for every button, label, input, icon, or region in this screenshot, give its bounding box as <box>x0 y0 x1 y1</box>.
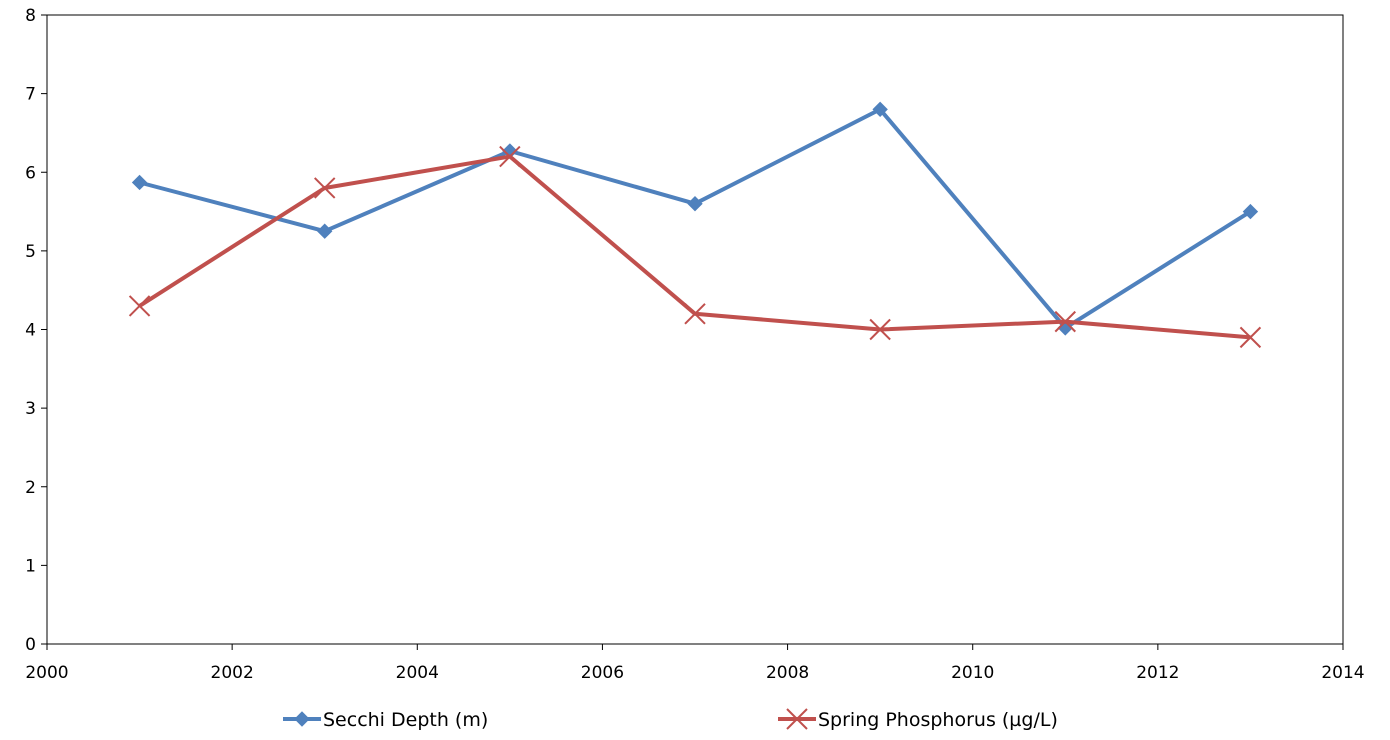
y-tick-label: 2 <box>25 478 36 498</box>
y-tick-label: 7 <box>25 85 36 105</box>
y-tick-label: 8 <box>25 6 36 26</box>
x-tick-label: 2000 <box>25 663 68 683</box>
x-tick-label: 2012 <box>1136 663 1179 683</box>
series-line <box>138 154 1251 340</box>
data-point <box>131 174 148 191</box>
y-tick-label: 5 <box>25 242 36 262</box>
y-tick-label: 1 <box>25 556 36 576</box>
data-point <box>869 318 891 341</box>
x-tick-label: 2014 <box>1321 663 1364 683</box>
data-point <box>1054 310 1076 333</box>
data-point <box>1242 203 1259 220</box>
y-tick-label: 3 <box>25 399 36 419</box>
data-point <box>314 177 336 199</box>
x-tick-label: 2008 <box>766 663 809 683</box>
legend-label: Secchi Depth (m) <box>323 709 488 731</box>
data-point <box>317 223 333 239</box>
legend-item-1: Secchi Depth (m) <box>283 709 488 731</box>
legend-marker <box>786 708 808 730</box>
x-tick-label: 2002 <box>211 663 254 683</box>
series-1 <box>131 101 1259 336</box>
data-point <box>684 303 706 325</box>
data-point <box>499 145 521 168</box>
series-2 <box>128 145 1262 349</box>
x-tick-label: 2004 <box>396 663 439 683</box>
legend-label: Spring Phosphorus (µg/L) <box>818 709 1058 731</box>
data-point <box>687 195 703 212</box>
data-point <box>128 295 151 317</box>
series-line <box>139 107 1252 330</box>
x-tick-label: 2006 <box>581 663 624 683</box>
data-point <box>872 101 888 118</box>
y-tick-label: 6 <box>25 163 36 183</box>
legend-marker <box>294 711 310 727</box>
data-point <box>1239 326 1262 349</box>
legend-item-2: Spring Phosphorus (µg/L) <box>778 708 1058 731</box>
y-tick-label: 4 <box>25 321 36 341</box>
x-tick-label: 2010 <box>951 663 994 683</box>
y-tick-label: 0 <box>25 635 36 655</box>
